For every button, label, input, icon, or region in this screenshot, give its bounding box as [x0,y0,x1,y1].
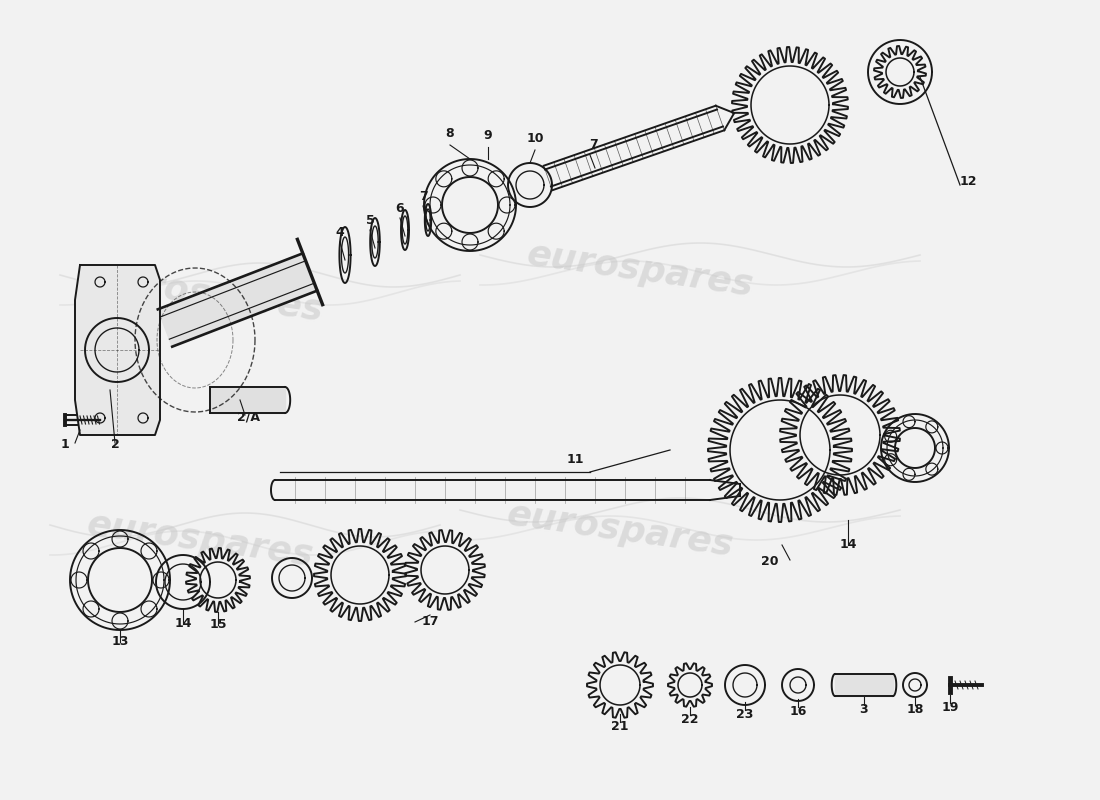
Text: 19: 19 [942,701,959,714]
Text: 1: 1 [60,438,69,451]
Text: 21: 21 [612,720,629,733]
Polygon shape [75,265,160,435]
Text: eurospares: eurospares [505,498,736,562]
Text: 18: 18 [906,703,924,716]
Text: 5: 5 [365,214,374,227]
Text: 7: 7 [588,138,597,151]
Text: 3: 3 [860,703,868,716]
Text: 2: 2 [111,438,120,451]
Polygon shape [835,674,893,696]
Text: eurospares: eurospares [525,238,756,302]
Text: 4: 4 [336,226,344,239]
Text: 7: 7 [419,190,428,203]
Text: 14: 14 [839,538,857,551]
Text: 22: 22 [681,713,698,726]
Text: 6: 6 [396,202,405,215]
Text: 10: 10 [526,132,543,145]
Text: 17: 17 [421,615,439,628]
Text: 13: 13 [111,635,129,648]
Polygon shape [210,387,285,413]
Text: 9: 9 [484,129,493,142]
Text: 14: 14 [174,617,191,630]
Text: eurospares: eurospares [95,262,326,328]
Text: 11: 11 [566,453,584,466]
Text: 8: 8 [446,127,454,140]
Text: 23: 23 [736,708,754,721]
Text: eurospares: eurospares [85,507,316,573]
Text: 15: 15 [209,618,227,631]
Text: 20: 20 [761,555,779,568]
Text: 12: 12 [959,175,977,188]
Text: 2/A: 2/A [236,410,260,423]
Text: 16: 16 [790,705,806,718]
Polygon shape [157,254,317,346]
